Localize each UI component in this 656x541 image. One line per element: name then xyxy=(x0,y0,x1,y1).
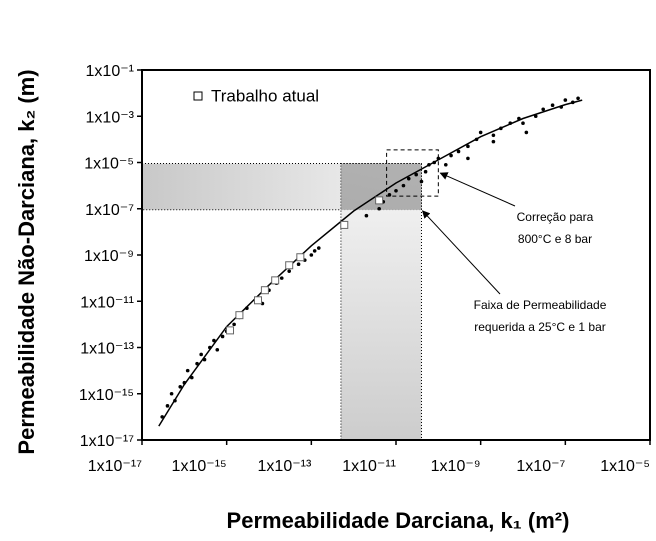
data-point xyxy=(279,276,284,280)
data-point xyxy=(524,130,529,135)
data-point xyxy=(169,391,174,396)
data-point xyxy=(285,261,294,270)
data-point xyxy=(226,326,235,335)
data-point xyxy=(232,322,236,327)
data-point xyxy=(260,286,269,295)
data-point xyxy=(478,130,483,135)
data-point xyxy=(387,193,392,197)
data-point xyxy=(254,296,263,305)
legend-label: Trabalho atual xyxy=(211,86,319,105)
y-tick-label: 1x10⁻¹⁵ xyxy=(79,387,134,404)
data-point xyxy=(199,352,203,357)
y-tick-label: 1x10⁻¹¹ xyxy=(80,294,134,311)
data-point xyxy=(296,262,301,267)
data-point xyxy=(377,206,381,211)
annotation-text: Correção para xyxy=(517,210,594,224)
data-point xyxy=(271,276,280,285)
data-point xyxy=(220,334,225,339)
data-point xyxy=(178,384,183,389)
data-point xyxy=(296,253,305,262)
y-axis-title: Permeabilidade Não-Darciana, k₂ (m) xyxy=(14,69,39,454)
data-point xyxy=(466,156,470,161)
y-tick-label: 1x10⁻⁷ xyxy=(85,202,134,219)
data-point xyxy=(312,249,317,253)
data-point xyxy=(406,176,411,181)
x-axis-title: Permeabilidade Darciana, k₁ (m²) xyxy=(227,508,570,533)
annotation-arrow xyxy=(421,210,501,295)
data-point xyxy=(394,188,398,193)
annotation-text: 800°C e 8 bar xyxy=(518,232,592,246)
data-point xyxy=(563,98,568,102)
data-point xyxy=(491,133,496,138)
data-point xyxy=(287,269,291,273)
data-point xyxy=(541,107,545,112)
data-point xyxy=(212,338,216,343)
data-point xyxy=(456,149,461,154)
data-point xyxy=(576,96,580,101)
annotation-text: requerida a 25°C e 1 bar xyxy=(474,320,606,334)
data-point xyxy=(521,121,525,126)
data-point xyxy=(550,103,555,108)
data-point xyxy=(414,172,418,177)
x-tick-label: 1x10⁻¹¹ xyxy=(342,458,396,475)
data-point xyxy=(491,139,496,144)
data-point xyxy=(185,368,190,373)
data-point xyxy=(375,196,384,205)
data-point xyxy=(449,153,453,158)
data-point xyxy=(340,220,349,229)
y-tick-label: 1x10⁻¹ xyxy=(86,63,134,80)
annotation-text: Faixa de Permeabilidade xyxy=(474,298,607,312)
data-point xyxy=(364,213,369,218)
data-point xyxy=(419,179,424,184)
annotation-arrow xyxy=(439,172,516,207)
x-tick-label: 1x10⁻⁵ xyxy=(600,458,650,475)
x-tick-label: 1x10⁻⁷ xyxy=(516,458,565,475)
data-point xyxy=(235,311,244,320)
x-tick-label: 1x10⁻¹³ xyxy=(258,458,312,475)
y-tick-label: 1x10⁻¹³ xyxy=(80,341,134,358)
data-point xyxy=(215,347,220,352)
y-tick-label: 1x10⁻⁵ xyxy=(84,156,134,173)
y-tick-label: 1x10⁻⁹ xyxy=(84,248,134,265)
y-tick-label: 1x10⁻¹⁷ xyxy=(80,433,134,450)
legend-marker xyxy=(193,91,203,101)
data-point xyxy=(316,246,321,250)
data-point xyxy=(443,162,448,167)
x-tick-label: 1x10⁻¹⁵ xyxy=(172,458,227,475)
data-point xyxy=(165,404,170,408)
x-tick-label: 1x10⁻¹⁷ xyxy=(88,458,142,475)
x-tick-label: 1x10⁻⁹ xyxy=(431,458,481,475)
data-point xyxy=(309,253,314,257)
data-point xyxy=(401,183,406,188)
fit-curve xyxy=(158,99,583,427)
data-point xyxy=(423,169,428,174)
y-tick-label: 1x10⁻³ xyxy=(86,109,135,126)
data-point xyxy=(466,144,470,149)
